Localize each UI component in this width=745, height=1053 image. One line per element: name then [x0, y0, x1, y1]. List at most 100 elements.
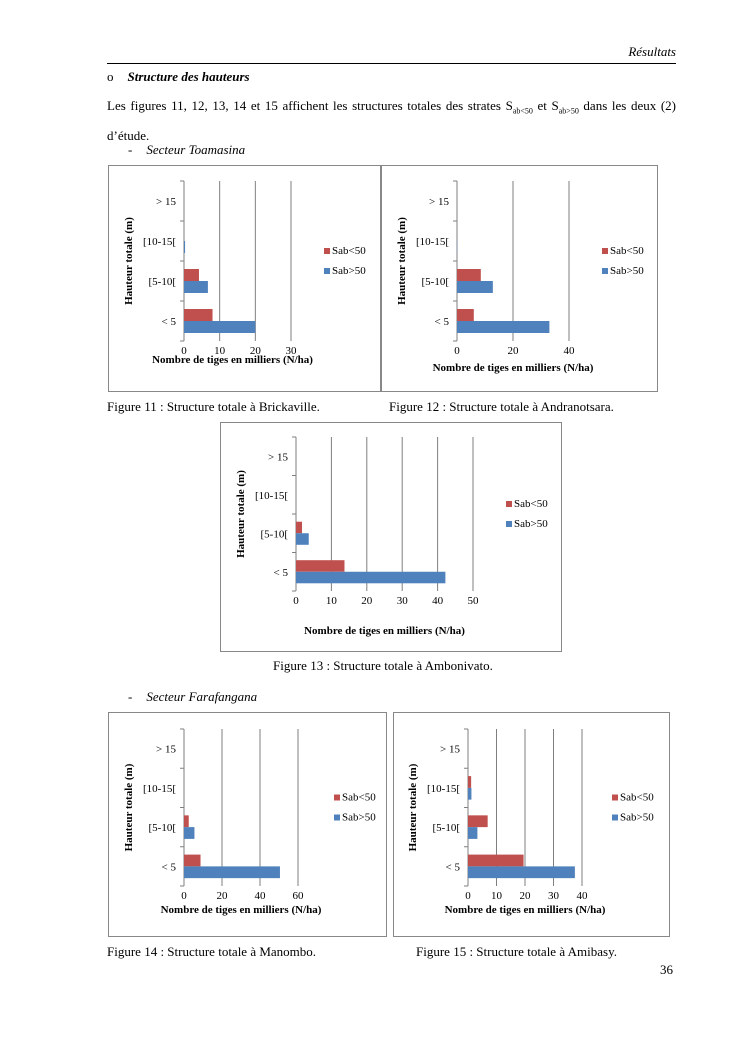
figure-11-caption: Figure 11 : Structure totale à Brickavil…	[107, 399, 320, 414]
bar-Sabgt50	[468, 787, 472, 800]
x-tick-label: 30	[397, 595, 409, 607]
x-tick-label: 0	[293, 595, 299, 607]
bar-Sabgt50	[468, 866, 575, 879]
x-tick-label: 20	[508, 345, 520, 357]
bar-Sabgt50	[184, 866, 280, 879]
bar-Sablt50	[468, 776, 472, 788]
legend-swatch	[506, 501, 512, 507]
bar-Sablt50	[184, 815, 189, 828]
dash: -	[128, 142, 133, 157]
bar-Sablt50	[184, 269, 199, 281]
page-number: 36	[660, 962, 673, 977]
y-axis-title: Hauteur totale (m)	[123, 763, 135, 851]
x-tick-label: 10	[326, 595, 338, 607]
y-tick-label: > 15	[156, 196, 176, 208]
bar-Sablt50	[296, 521, 303, 534]
legend-label: Sab>50	[610, 265, 644, 277]
x-axis-title: Nombre de tiges en milliers (N/ha)	[304, 625, 465, 637]
y-tick-label: [5-10[	[261, 528, 289, 540]
y-tick-label: > 15	[268, 451, 288, 463]
x-tick-label: 20	[520, 890, 532, 902]
legend-label: Sab<50	[514, 498, 548, 510]
x-tick-label: 20	[250, 345, 261, 357]
para-text: et S	[532, 98, 559, 113]
y-axis-title: Hauteur totale (m)	[407, 763, 419, 851]
x-tick-label: 30	[286, 345, 298, 357]
x-tick-label: 40	[255, 890, 267, 902]
bar-Sabgt50	[457, 321, 550, 333]
section-title: Structure des hauteurs	[127, 69, 250, 84]
x-tick-label: 30	[548, 890, 560, 902]
section-heading: o Structure des hauteurs	[107, 69, 250, 85]
y-tick-label: < 5	[162, 316, 177, 328]
chart-svg: 0 10 20 30 < 5 [5-10[[10-15[> 15 Hauteur total…	[123, 180, 366, 366]
x-tick-label: 40	[564, 345, 576, 357]
bar-Sablt50	[296, 560, 345, 572]
y-tick-label: > 15	[440, 744, 460, 756]
bullet-icon: o	[107, 69, 114, 84]
legend-swatch	[612, 794, 618, 801]
bar-Sabgt50	[184, 281, 208, 293]
y-tick-label: [10-15[	[416, 236, 449, 248]
legend-swatch	[324, 248, 330, 254]
x-axis-title: Nombre de tiges en milliers (N/ha)	[433, 362, 594, 374]
x-tick-label: 0	[181, 345, 187, 357]
y-tick-label: < 5	[435, 316, 450, 328]
subsection-label: Secteur Toamasina	[146, 142, 246, 157]
y-tick-label: [10-15[	[143, 236, 176, 248]
dash: -	[128, 689, 133, 704]
bar-Sablt50	[457, 269, 481, 281]
y-tick-label: > 15	[156, 744, 176, 756]
bar-Sabgt50	[184, 827, 195, 839]
y-tick-label: < 5	[446, 861, 461, 873]
subsection-toamasina: - Secteur Toamasina	[128, 142, 245, 158]
para-text: Les figures 11, 12, 13, 14 et 15 affiche…	[107, 98, 513, 113]
bar-Sabgt50	[457, 281, 493, 293]
legend-label: Sab>50	[620, 812, 654, 824]
x-axis-title: Nombre de tiges en milliers (N/ha)	[152, 354, 313, 366]
y-tick-label: [5-10[	[149, 822, 177, 834]
x-tick-label: 50	[468, 595, 480, 607]
x-tick-label: 10	[214, 345, 226, 357]
bar-Sabgt50	[184, 241, 186, 253]
y-tick-label: [5-10[	[422, 276, 450, 288]
figure-11-chart: 0 10 20 30 < 5 [5-10[[10-15[> 15 Hauteur total…	[108, 165, 381, 392]
legend-swatch	[506, 521, 512, 527]
bar-Sablt50	[468, 815, 488, 828]
chart-svg: 0 20 40 60 < 5 [5-10[[10-15[> 15 Hauteur total…	[123, 728, 376, 916]
y-tick-label: < 5	[162, 861, 177, 873]
figure-15-chart: 0 10 20 30 40 < 5 [5-10[[10-15[> 15 Hauteur tot…	[393, 712, 670, 937]
y-tick-label: [5-10[	[149, 276, 177, 288]
y-axis-title: Hauteur totale (m)	[396, 217, 408, 305]
x-axis-title: Nombre de tiges en milliers (N/ha)	[445, 904, 606, 916]
chart-svg: 0 20 40 < 5 [5-10[[10-15[> 15 Hauteur totale …	[396, 180, 644, 374]
legend-label: Sab<50	[620, 792, 654, 804]
x-tick-label: 0	[465, 890, 471, 902]
subsection-label: Secteur Farafangana	[146, 689, 258, 704]
x-tick-label: 0	[454, 345, 460, 357]
figure-13-caption: Figure 13 : Structure totale à Ambonivat…	[273, 658, 493, 673]
legend-label: Sab>50	[342, 812, 376, 824]
figure-13-chart: 0 10 20 30 40 50 < 5 [5-10[[10-15[> 15 Hauteur t…	[220, 422, 562, 652]
legend-swatch	[334, 794, 340, 801]
x-tick-label: 0	[181, 890, 187, 902]
bar-Sablt50	[457, 309, 474, 321]
subsection-farafangana: - Secteur Farafangana	[128, 689, 257, 705]
bar-Sablt50	[468, 854, 524, 867]
bar-Sabgt50	[296, 533, 309, 545]
x-tick-label: 60	[293, 890, 305, 902]
bar-Sabgt50	[468, 827, 478, 839]
legend-swatch	[602, 248, 608, 254]
y-tick-label: [10-15[	[427, 783, 460, 795]
bar-Sablt50	[184, 309, 213, 321]
bar-Sablt50	[184, 854, 201, 867]
y-tick-label: [10-15[	[255, 490, 288, 502]
x-tick-label: 20	[217, 890, 229, 902]
figure-15-caption: Figure 15 : Structure totale à Amibasy.	[416, 944, 617, 959]
header-rule	[107, 63, 676, 64]
legend-label: Sab>50	[514, 518, 548, 530]
para-sub: ab<50	[512, 106, 533, 116]
x-tick-label: 10	[491, 890, 503, 902]
x-tick-label: 20	[361, 595, 373, 607]
